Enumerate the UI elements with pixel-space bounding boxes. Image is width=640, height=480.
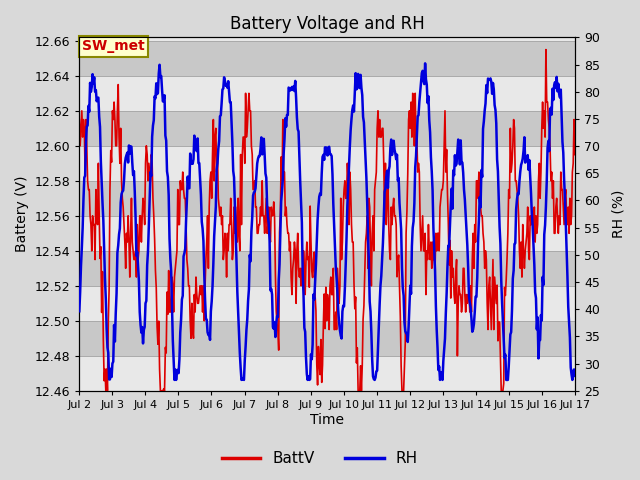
RH [571,373,579,379]
BattV [76,117,83,122]
BattV [204,213,211,219]
BattV [407,99,415,105]
Bar [79,76,575,111]
BattV [369,230,376,236]
Bar [79,111,575,146]
BattV [542,47,550,52]
Bar [79,181,575,216]
BattV [164,312,172,317]
RH [451,172,458,178]
BattV [449,265,457,271]
Text: SW_met: SW_met [82,39,145,53]
Bar [79,356,575,391]
Y-axis label: Battery (V): Battery (V) [15,176,29,252]
Legend: BattV, RH: BattV, RH [216,445,424,472]
BattV [571,152,579,157]
RH [407,291,415,297]
Y-axis label: RH (%): RH (%) [611,190,625,238]
Bar [79,286,575,321]
RH [171,377,179,383]
RH [76,308,83,314]
RH [421,60,429,66]
X-axis label: Time: Time [310,413,344,427]
Line: BattV: BattV [79,49,575,391]
BattV [301,265,308,271]
RH [301,325,308,331]
RH [163,168,171,174]
RH [369,357,376,362]
RH [204,329,211,335]
Title: Battery Voltage and RH: Battery Voltage and RH [230,15,424,33]
Bar [79,41,575,76]
Bar [79,146,575,181]
Bar [79,251,575,286]
Bar [79,321,575,356]
Bar [79,216,575,251]
Line: RH: RH [79,63,575,380]
BattV [102,388,109,394]
